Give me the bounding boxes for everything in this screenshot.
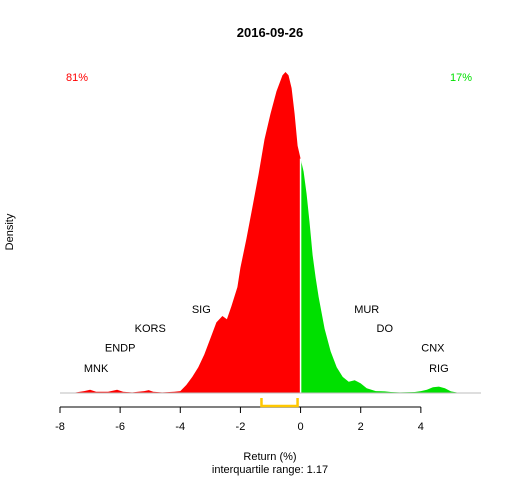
- iqr-bracket: [260, 398, 299, 408]
- negative-density-area: [72, 72, 301, 393]
- ticker-label-rig: RIG: [429, 363, 449, 375]
- ticker-label-cnx: CNX: [421, 342, 445, 354]
- x-tick-label: 4: [418, 421, 424, 433]
- chart-title: 2016-09-26: [237, 25, 304, 40]
- positive-percent-label: 17%: [450, 72, 472, 84]
- ticker-label-mur: MUR: [354, 304, 379, 316]
- ticker-label-do: DO: [377, 323, 394, 335]
- x-tick-label: -8: [55, 421, 65, 433]
- x-tick-label: -2: [236, 421, 246, 433]
- x-tick-label: 0: [298, 421, 304, 433]
- y-axis-label: Density: [4, 213, 16, 250]
- ticker-label-endp: ENDP: [105, 342, 136, 354]
- ticker-label-mnk: MNK: [84, 363, 109, 375]
- ticker-label-sig: SIG: [192, 304, 211, 316]
- x-tick-label: -6: [115, 421, 125, 433]
- ticker-label-kors: KORS: [135, 323, 166, 335]
- positive-density-area: [300, 158, 460, 393]
- x-tick-label: -4: [175, 421, 185, 433]
- x-tick-label: 2: [358, 421, 364, 433]
- x-axis-label: Return (%): [243, 451, 296, 463]
- iqr-subtitle: interquartile range: 1.17: [212, 464, 328, 476]
- negative-percent-label: 81%: [66, 72, 88, 84]
